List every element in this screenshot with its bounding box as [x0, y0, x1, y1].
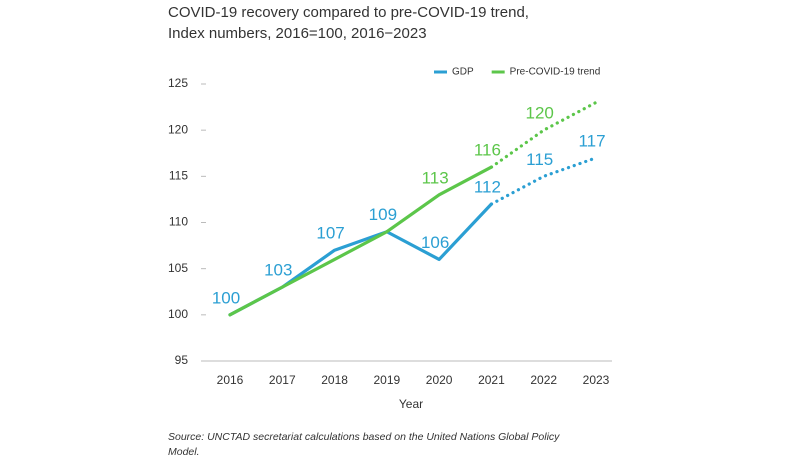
legend-label: GDP	[452, 67, 474, 78]
x-tick-label: 2016	[217, 373, 244, 387]
y-tick-label: 125	[168, 76, 188, 90]
legend-label: Pre-COVID-19 trend	[510, 67, 601, 78]
data-label: 109	[369, 205, 397, 224]
data-label: 103	[264, 261, 292, 280]
series-line	[228, 165, 494, 317]
projection-line	[489, 100, 598, 169]
x-tick-label: 2023	[583, 373, 610, 387]
y-tick-label: 100	[168, 307, 188, 321]
y-tick-label: 110	[169, 215, 188, 229]
chart-title: COVID-19 recovery compared to pre-COVID-…	[168, 4, 529, 21]
x-tick-label: 2019	[374, 373, 401, 387]
data-label: 112	[474, 178, 501, 197]
data-label: 120	[526, 104, 554, 123]
y-tick-label: 120	[168, 122, 188, 136]
x-axis-label: Year	[399, 397, 423, 411]
y-tick-label: 115	[169, 169, 188, 183]
y-tick-label: 95	[175, 353, 189, 367]
x-tick-label: 2018	[321, 373, 348, 387]
source-note: Model.	[168, 446, 200, 458]
x-tick-label: 2017	[269, 373, 296, 387]
data-label: 107	[316, 224, 344, 243]
data-label: 106	[421, 233, 449, 252]
data-label: 117	[578, 131, 605, 150]
chart-subtitle: Index numbers, 2016=100, 2016−2023	[168, 25, 427, 42]
x-tick-label: 2022	[530, 373, 557, 387]
source-note: Source: UNCTAD secretariat calculations …	[168, 431, 560, 443]
projection-line	[489, 156, 598, 206]
x-tick-label: 2021	[478, 373, 505, 387]
data-label: 116	[474, 141, 501, 160]
data-label: 113	[422, 168, 449, 187]
y-tick-label: 105	[168, 261, 188, 275]
data-label: 115	[526, 150, 553, 169]
data-label: 100	[212, 288, 240, 307]
series-line	[228, 202, 494, 317]
x-tick-label: 2020	[426, 373, 453, 387]
